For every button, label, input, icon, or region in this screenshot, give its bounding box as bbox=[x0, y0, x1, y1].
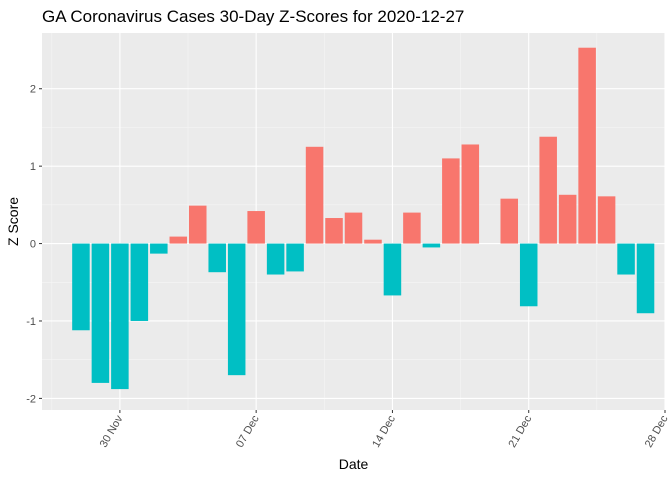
x-tick-label: 07 Dec bbox=[234, 413, 262, 450]
bar bbox=[130, 243, 149, 321]
y-tick-label: 2 bbox=[30, 84, 36, 96]
bar bbox=[91, 243, 110, 383]
bar bbox=[558, 194, 577, 244]
y-tick-label: -2 bbox=[26, 393, 36, 405]
bar bbox=[442, 158, 460, 244]
bar bbox=[578, 47, 596, 244]
bar bbox=[617, 243, 635, 275]
bar bbox=[286, 243, 304, 272]
y-tick-label: 0 bbox=[30, 239, 36, 251]
bar bbox=[636, 243, 655, 314]
bar bbox=[305, 146, 324, 244]
bar bbox=[500, 198, 519, 244]
y-axis-title: Z Score bbox=[5, 197, 21, 246]
x-tick-label: 28 Dec bbox=[643, 413, 671, 450]
bar bbox=[364, 239, 382, 244]
bar bbox=[266, 243, 285, 275]
bar bbox=[188, 205, 207, 244]
bar bbox=[72, 243, 90, 331]
grid-major bbox=[42, 33, 666, 410]
bar bbox=[227, 243, 246, 376]
chart-title: GA Coronavirus Cases 30-Day Z-Scores for… bbox=[42, 7, 464, 26]
x-tick-label: 21 Dec bbox=[506, 413, 534, 450]
bars bbox=[72, 47, 655, 390]
bar bbox=[383, 243, 402, 296]
bar bbox=[461, 144, 480, 244]
x-tick-label: 14 Dec bbox=[370, 413, 398, 450]
y-tick-label: -1 bbox=[26, 316, 36, 328]
bar bbox=[325, 218, 343, 244]
bar bbox=[539, 136, 557, 244]
bar bbox=[150, 243, 168, 254]
bar bbox=[208, 243, 226, 273]
bar bbox=[169, 236, 188, 244]
bar bbox=[111, 243, 129, 390]
x-tick-label: 30 Nov bbox=[98, 413, 126, 450]
bar bbox=[344, 212, 363, 244]
bar bbox=[403, 212, 421, 244]
y-tick-label: 1 bbox=[30, 161, 36, 173]
y-axis: -2 -1 0 1 2 bbox=[26, 84, 42, 405]
bar bbox=[519, 243, 538, 307]
x-axis: 30 Nov 07 Dec 14 Dec 21 Dec 28 Dec bbox=[98, 410, 671, 450]
bar bbox=[422, 243, 441, 248]
x-axis-title: Date bbox=[339, 456, 369, 472]
bar bbox=[597, 196, 616, 244]
bar bbox=[247, 211, 265, 244]
